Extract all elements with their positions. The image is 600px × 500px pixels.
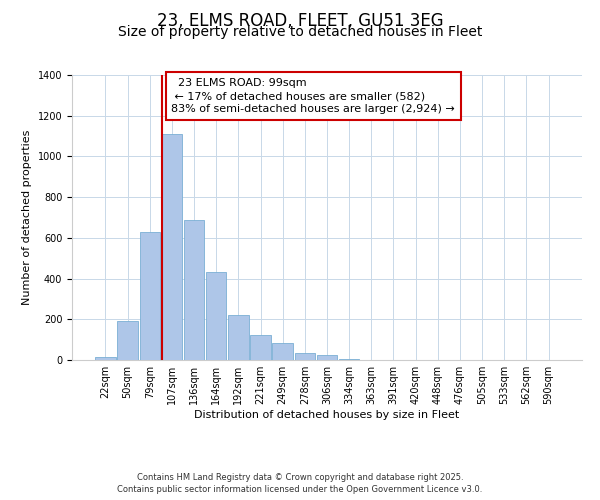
Text: 23, ELMS ROAD, FLEET, GU51 3EG: 23, ELMS ROAD, FLEET, GU51 3EG	[157, 12, 443, 30]
X-axis label: Distribution of detached houses by size in Fleet: Distribution of detached houses by size …	[194, 410, 460, 420]
Bar	[184, 220, 204, 360]
Bar	[339, 359, 359, 360]
Text: Contains public sector information licensed under the Open Government Licence v3: Contains public sector information licen…	[118, 485, 482, 494]
Bar	[272, 344, 293, 360]
Bar	[118, 321, 138, 360]
Bar	[228, 315, 248, 360]
Bar	[295, 353, 315, 360]
Text: Size of property relative to detached houses in Fleet: Size of property relative to detached ho…	[118, 25, 482, 39]
Bar	[95, 357, 116, 360]
Bar	[206, 272, 226, 360]
Bar	[140, 232, 160, 360]
Bar	[161, 134, 182, 360]
Y-axis label: Number of detached properties: Number of detached properties	[22, 130, 32, 305]
Text: Contains HM Land Registry data © Crown copyright and database right 2025.: Contains HM Land Registry data © Crown c…	[137, 472, 463, 482]
Text: 23 ELMS ROAD: 99sqm
 ← 17% of detached houses are smaller (582)
83% of semi-deta: 23 ELMS ROAD: 99sqm ← 17% of detached ho…	[172, 78, 455, 114]
Bar	[250, 335, 271, 360]
Bar	[317, 354, 337, 360]
